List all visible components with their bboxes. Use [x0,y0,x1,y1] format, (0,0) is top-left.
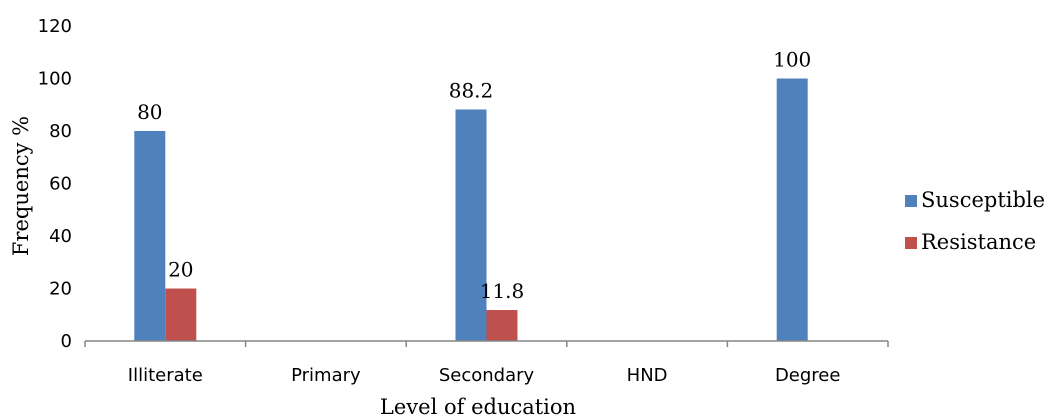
x-axis-title: Level of education [380,395,576,419]
y-tick-label: 120 [38,16,72,37]
y-tick-label: 80 [49,121,72,142]
y-axis-title: Frequency % [9,116,33,256]
bar [134,131,166,341]
y-axis-ticks: 0 20 40 60 80 100 120 [38,16,72,352]
data-label: 20 [168,258,193,282]
data-label: 88.2 [449,78,494,102]
y-tick-label: 100 [38,69,72,90]
category-label: Degree [775,365,841,386]
y-tick-label: 20 [49,279,72,300]
category-labels: Illiterate Primary Secondary HND Degree [128,365,841,386]
y-tick-label: 40 [49,226,72,247]
bar [455,109,487,341]
legend-label: Susceptible [921,188,1045,212]
data-label: 11.8 [480,279,525,303]
y-tick-label: 60 [49,174,72,195]
category-label: Secondary [439,365,535,386]
bar [486,310,518,341]
data-label: 100 [773,48,811,72]
bars [134,78,808,341]
legend: Susceptible Resistance [905,188,1045,254]
legend-swatch [905,195,917,207]
category-label: Primary [291,365,361,386]
category-label: HND [627,365,668,386]
bar [776,78,808,341]
data-label: 80 [137,100,162,124]
y-tick-label: 0 [61,331,72,352]
data-labels: 80 88.2 100 20 11.8 [137,48,811,304]
x-axis-ticks [84,341,889,347]
legend-label: Resistance [921,230,1036,254]
bar [165,288,197,341]
legend-swatch [905,237,917,249]
category-label: Illiterate [128,365,203,386]
